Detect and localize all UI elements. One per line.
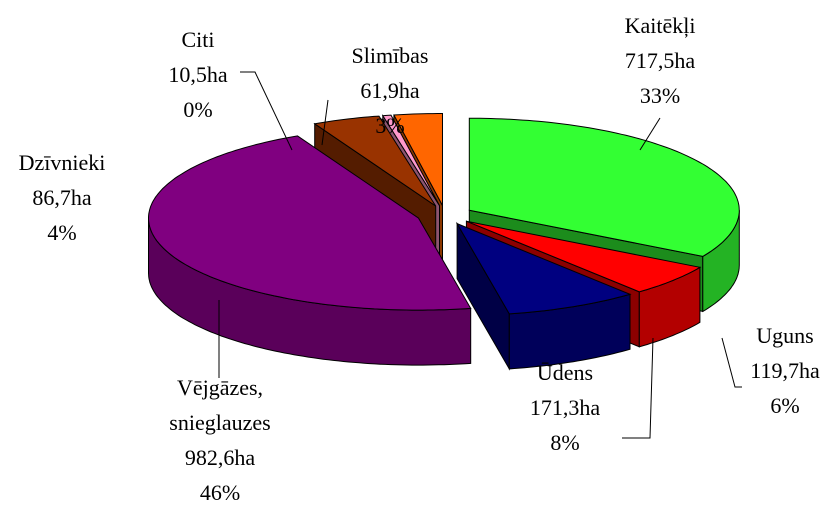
percent-label: 3% <box>375 113 405 138</box>
leader-line <box>240 71 293 151</box>
category: Ūdens <box>536 360 594 385</box>
slices <box>148 113 740 371</box>
leader-line <box>639 117 661 151</box>
slice <box>381 114 440 206</box>
percent-label: 46% <box>199 480 241 505</box>
slice <box>393 113 443 206</box>
slice-label: Vējgāzes, snieglauzes 982,6ha 46% <box>145 370 295 510</box>
category: Slimības <box>351 43 429 68</box>
value-label: 982,6ha <box>184 445 256 470</box>
slice-label: Slimības 61,9ha 3% <box>315 38 465 143</box>
percent-label: 33% <box>639 83 681 108</box>
category: Uguns <box>756 323 814 348</box>
value-label: 86,7ha <box>32 185 92 210</box>
slice <box>468 117 740 257</box>
leader-line <box>321 99 329 146</box>
slice-label: Dzīvnieki 86,7ha 4% <box>0 145 137 250</box>
slice <box>313 115 437 207</box>
percent-label: 8% <box>550 430 580 455</box>
leader-line <box>721 337 742 388</box>
category: Citi <box>181 27 215 52</box>
value-label: 717,5ha <box>624 48 696 73</box>
slice <box>466 220 702 293</box>
category: Dzīvnieki <box>18 150 106 175</box>
slice <box>148 135 472 311</box>
category: Kaitēkļi <box>624 13 696 38</box>
leader-lines <box>218 71 742 439</box>
percent-label: 0% <box>183 97 213 122</box>
category: Vējgāzes, snieglauzes <box>169 375 271 435</box>
percent-label: 6% <box>770 393 800 418</box>
value-label: 61,9ha <box>360 78 420 103</box>
value-label: 119,7ha <box>750 358 820 383</box>
slice <box>455 222 632 315</box>
slice-label: Citi 10,5ha 0% <box>123 22 273 127</box>
value-label: 10,5ha <box>168 62 228 87</box>
slice-label: Kaitēkļi 717,5ha 33% <box>585 8 735 113</box>
slice-label: Ūdens 171,3ha 8% <box>490 355 640 460</box>
value-label: 171,3ha <box>529 395 601 420</box>
slice-label: Uguns 119,7ha 6% <box>710 318 835 423</box>
leader-line <box>622 337 654 439</box>
percent-label: 4% <box>47 220 77 245</box>
